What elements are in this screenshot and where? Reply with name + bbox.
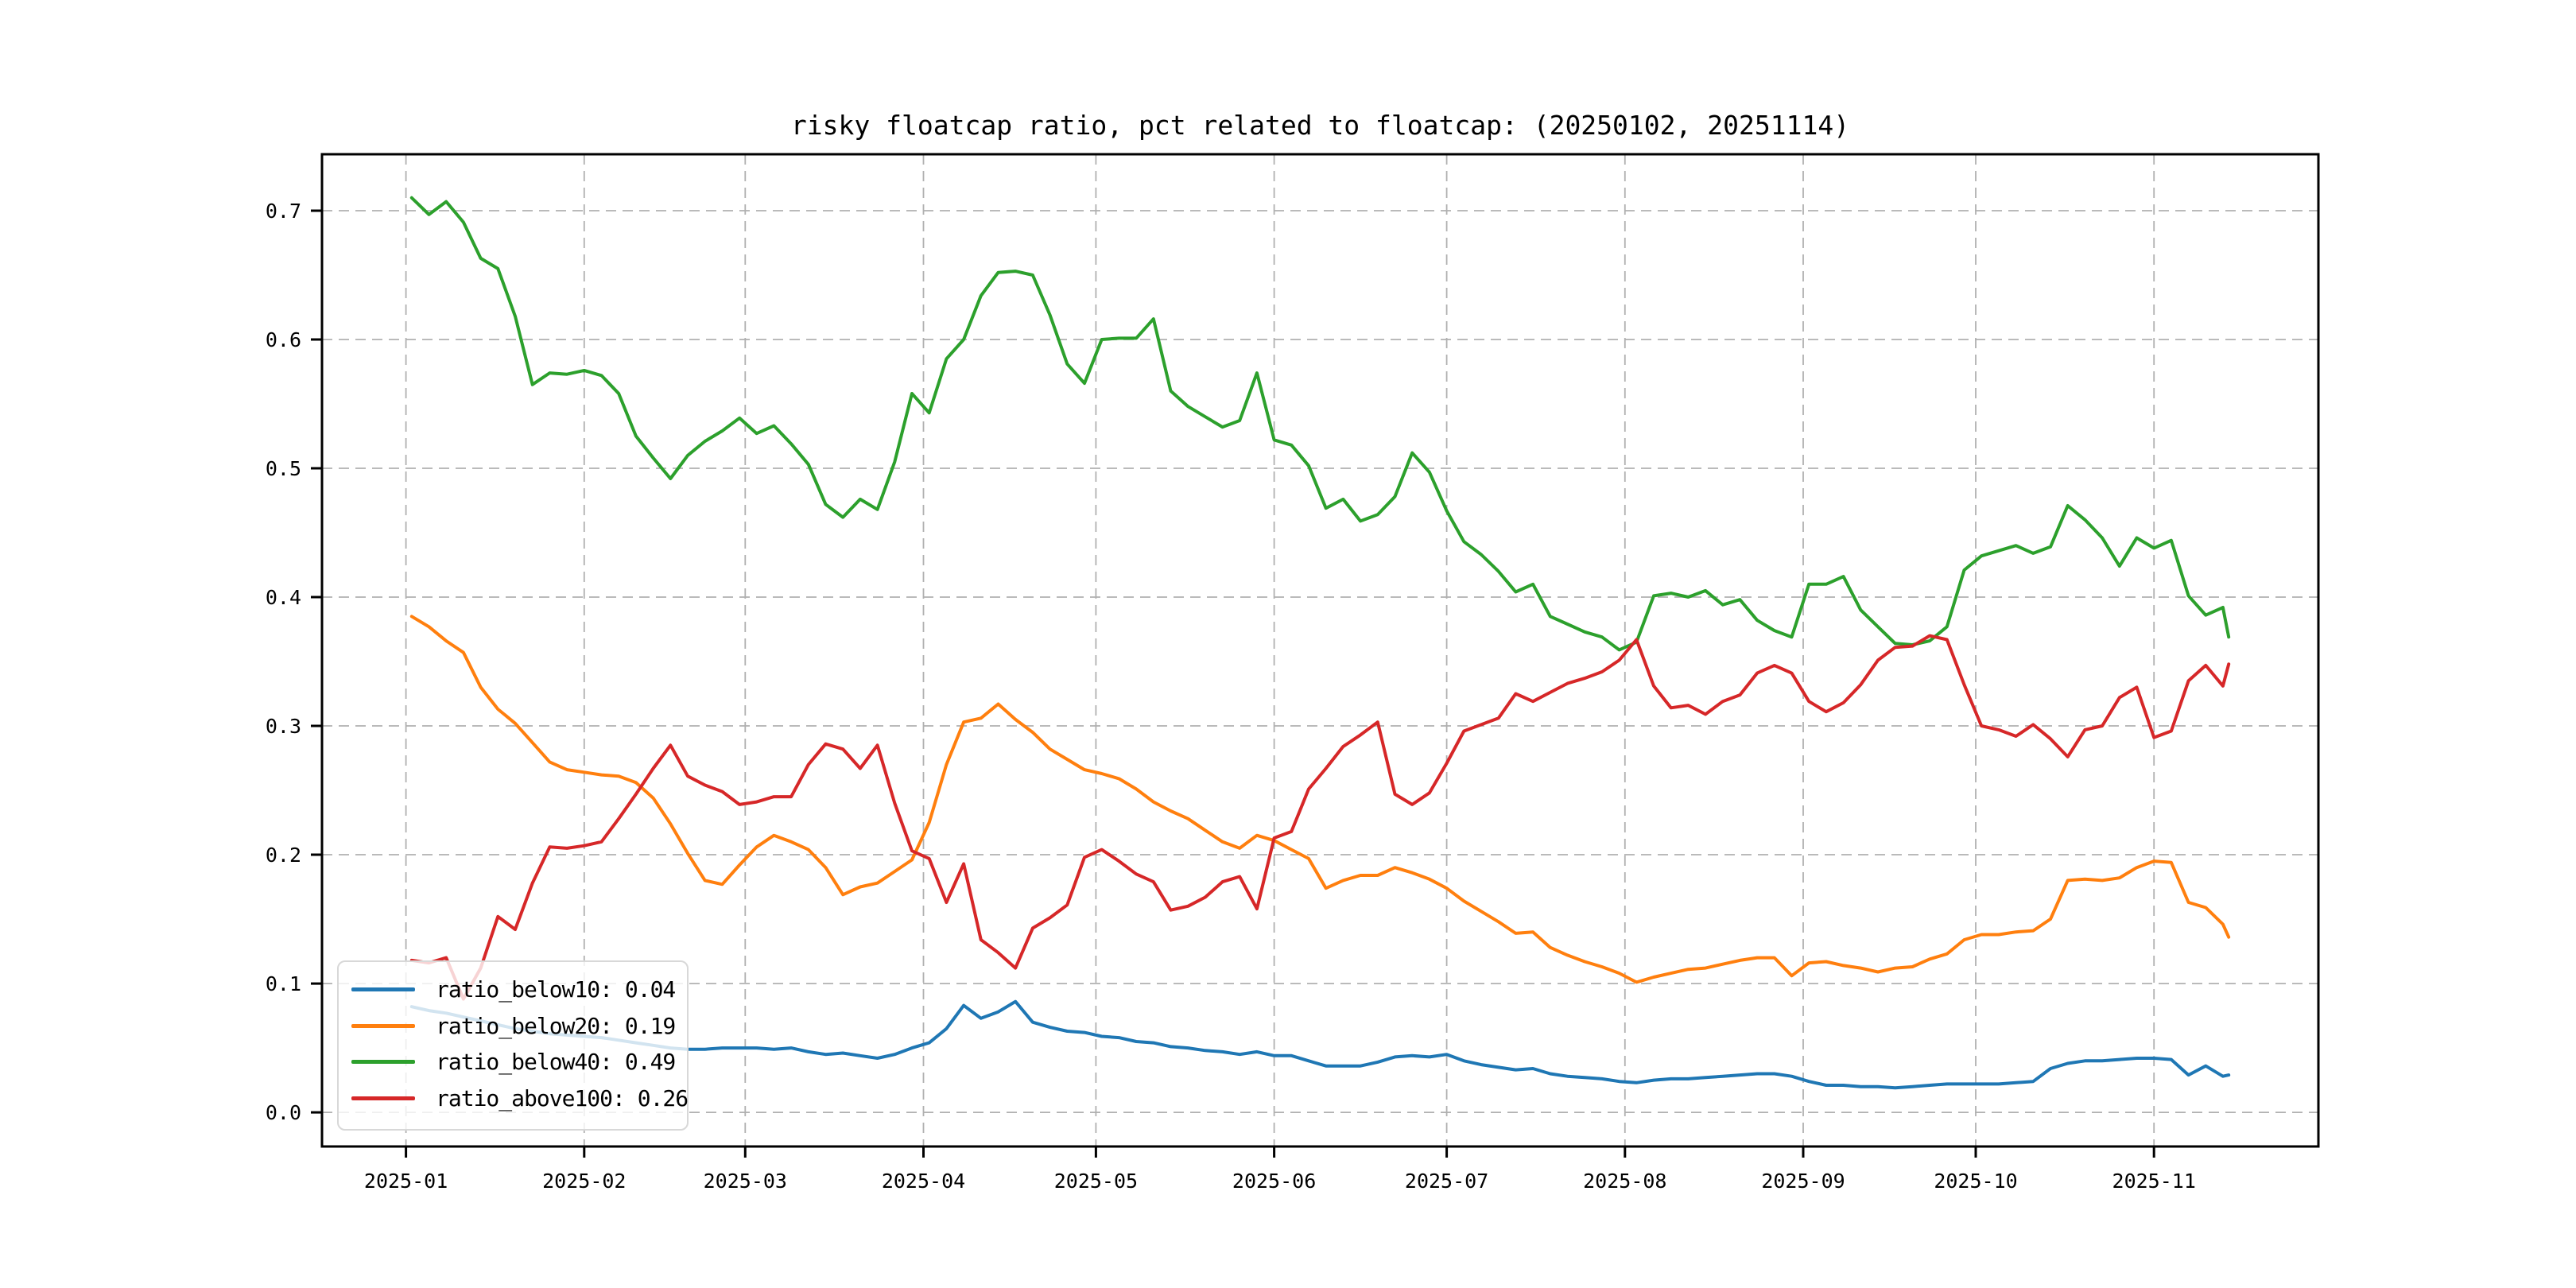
- legend-item-ratio_above100: ratio_above100: 0.26: [351, 1085, 689, 1111]
- series-line-ratio_above100: [409, 634, 2231, 1001]
- y-tick-label: 0.7: [266, 200, 301, 223]
- legend-label-ratio_below40: ratio_below40: 0.49: [436, 1049, 676, 1076]
- plot-border: [320, 153, 2320, 1148]
- legend-swatch-ratio_above100: [351, 1096, 415, 1100]
- x-tick-label: 2025-03: [704, 1170, 787, 1193]
- legend: ratio_below10: 0.04 ratio_below20: 0.19 ra…: [337, 960, 689, 1131]
- y-tick-label: 0.6: [266, 328, 301, 351]
- y-tick-label: 0.1: [266, 972, 301, 995]
- series-line-ratio_below10: [409, 999, 2231, 1090]
- x-tick-label: 2025-01: [364, 1170, 448, 1193]
- y-tick-label: 0.0: [266, 1101, 301, 1124]
- legend-label-ratio_above100: ratio_above100: 0.26: [436, 1084, 689, 1111]
- x-tick-label: 2025-04: [882, 1170, 965, 1193]
- y-tick-label: 0.5: [266, 457, 301, 480]
- legend-label-ratio_below10: ratio_below10: 0.04: [436, 976, 676, 1003]
- legend-item-ratio_below10: ratio_below10: 0.04: [351, 976, 676, 1003]
- chart-title: risky floatcap ratio, pct related to flo…: [790, 110, 1850, 141]
- x-tick-label: 2025-10: [1934, 1170, 2017, 1193]
- legend-swatch-ratio_below20: [351, 1023, 415, 1028]
- y-tick-label: 0.4: [266, 586, 301, 609]
- y-tick-label: 0.3: [266, 715, 301, 738]
- legend-swatch-ratio_below40: [351, 1060, 415, 1065]
- y-tick-label: 0.2: [266, 844, 301, 867]
- x-tick-label: 2025-11: [2112, 1170, 2196, 1193]
- legend-label-ratio_below20: ratio_below20: 0.19: [436, 1012, 676, 1039]
- legend-swatch-ratio_below10: [351, 987, 415, 992]
- x-tick-label: 2025-09: [1761, 1170, 1845, 1193]
- legend-item-ratio_below40: ratio_below40: 0.49: [351, 1049, 676, 1076]
- legend-item-ratio_below20: ratio_below20: 0.19: [351, 1012, 676, 1039]
- x-tick-label: 2025-05: [1054, 1170, 1138, 1193]
- x-tick-label: 2025-02: [542, 1170, 626, 1193]
- x-tick-label: 2025-08: [1583, 1170, 1666, 1193]
- series-line-ratio_below20: [409, 615, 2231, 984]
- x-tick-label: 2025-07: [1405, 1170, 1488, 1193]
- series-line-ratio_below40: [409, 196, 2231, 652]
- x-tick-label: 2025-06: [1232, 1170, 1316, 1193]
